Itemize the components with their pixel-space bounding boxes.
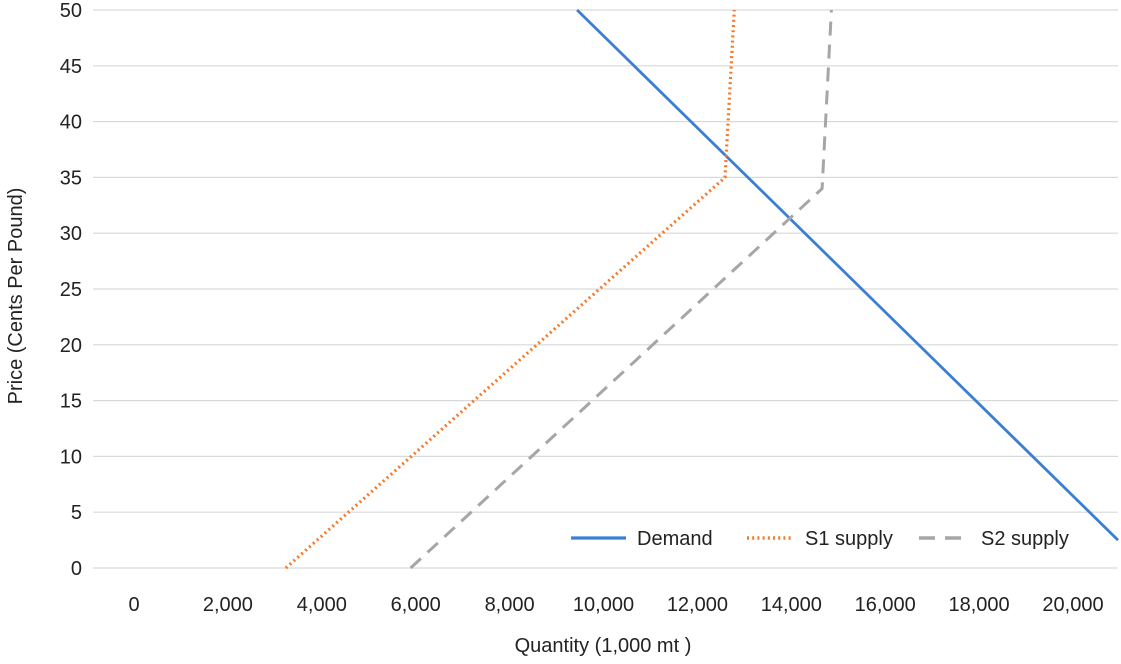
x-tick-label: 6,000 [391,594,441,616]
y-tick-label: 20 [60,335,82,357]
y-tick-label: 45 [60,56,82,78]
x-tick-label: 8,000 [485,594,535,616]
x-axis-title: Quantity (1,000 mt ) [515,635,692,657]
y-axis-ticks: 0 5 10 15 20 25 30 35 40 45 50 [60,0,82,580]
y-tick-label: 50 [60,0,82,22]
y-tick-label: 30 [60,223,82,245]
x-tick-label: 14,000 [761,594,822,616]
series-lines [284,9,1119,570]
y-axis-title: Price (Cents Per Pound) [5,188,27,405]
legend: Demand S1 supply S2 supply [571,528,1069,550]
series-line-s1-supply [284,9,736,570]
legend-label: Demand [637,528,713,550]
x-axis-ticks: 0 2,000 4,000 6,000 8,000 10,000 12,000 14,000 1… [128,594,1103,616]
x-tick-label: 12,000 [667,594,728,616]
y-tick-label: 10 [60,446,82,468]
y-tick-label: 35 [60,167,82,189]
legend-label: S2 supply [981,528,1069,550]
x-tick-label: 0 [128,594,139,616]
series-line-demand [576,9,1119,542]
y-tick-label: 15 [60,391,82,413]
series-line-s2-supply [409,9,833,570]
y-tick-label: 40 [60,112,82,134]
y-tick-label: 5 [71,502,82,524]
x-tick-label: 10,000 [573,594,634,616]
y-tick-label: 25 [60,279,82,301]
legend-label: S1 supply [805,528,893,550]
x-tick-label: 16,000 [855,594,916,616]
x-tick-label: 2,000 [203,594,253,616]
x-tick-label: 18,000 [949,594,1010,616]
y-tick-label: 0 [71,558,82,580]
x-tick-label: 20,000 [1042,594,1103,616]
gridlines [93,9,1118,569]
x-tick-label: 4,000 [297,594,347,616]
